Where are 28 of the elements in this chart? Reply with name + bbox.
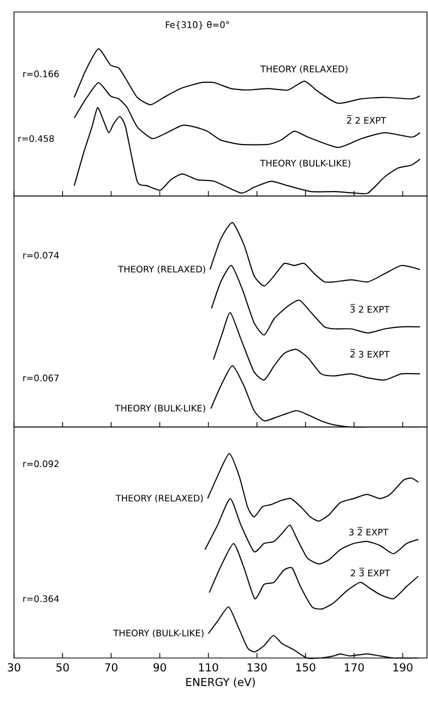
- chart-title: Fe{310} θ=0°: [166, 21, 229, 30]
- x-tick-label: 90: [153, 663, 166, 672]
- x-tick-label: 50: [56, 663, 69, 672]
- series-label: THEORY (RELAXED): [260, 65, 348, 74]
- annotation: r=0.166: [23, 70, 59, 78]
- x-tick-label: 190: [393, 663, 412, 672]
- x-tick-label: 70: [105, 663, 118, 672]
- x-tick-label: 110: [199, 663, 218, 672]
- series-label: THEORY (BULK-LIKE): [260, 160, 350, 168]
- annotation: r=0.364: [23, 595, 59, 602]
- x-tick-label: 30: [8, 663, 20, 672]
- series-label: 2̅ 2 EXPT: [346, 115, 386, 124]
- x-tick-label: 170: [344, 663, 364, 672]
- series-label: THEORY (BULK-LIKE): [113, 629, 204, 638]
- annotation: r=0.067: [23, 374, 59, 382]
- x-tick-label: 150: [296, 663, 316, 672]
- x-tick-label: 130: [248, 663, 267, 672]
- series-label: 2̅ 3 EXPT: [350, 349, 390, 358]
- series-label: 2 3̅ EXPT: [350, 568, 390, 576]
- series-label: THEORY (RELAXED): [118, 266, 206, 274]
- annotation: r=0.074: [23, 252, 59, 259]
- series-label: 3 2̅ EXPT: [349, 526, 388, 536]
- series-label: 3̅ 2 EXPT: [350, 304, 390, 313]
- series-label: THEORY (BULK-LIKE): [114, 404, 206, 413]
- annotation: r=0.092: [23, 460, 58, 468]
- annotation: r=0.458: [18, 135, 54, 142]
- x-axis-title: ENERGY (eV): [186, 678, 255, 688]
- series-label: THEORY (RELAXED): [116, 494, 203, 503]
